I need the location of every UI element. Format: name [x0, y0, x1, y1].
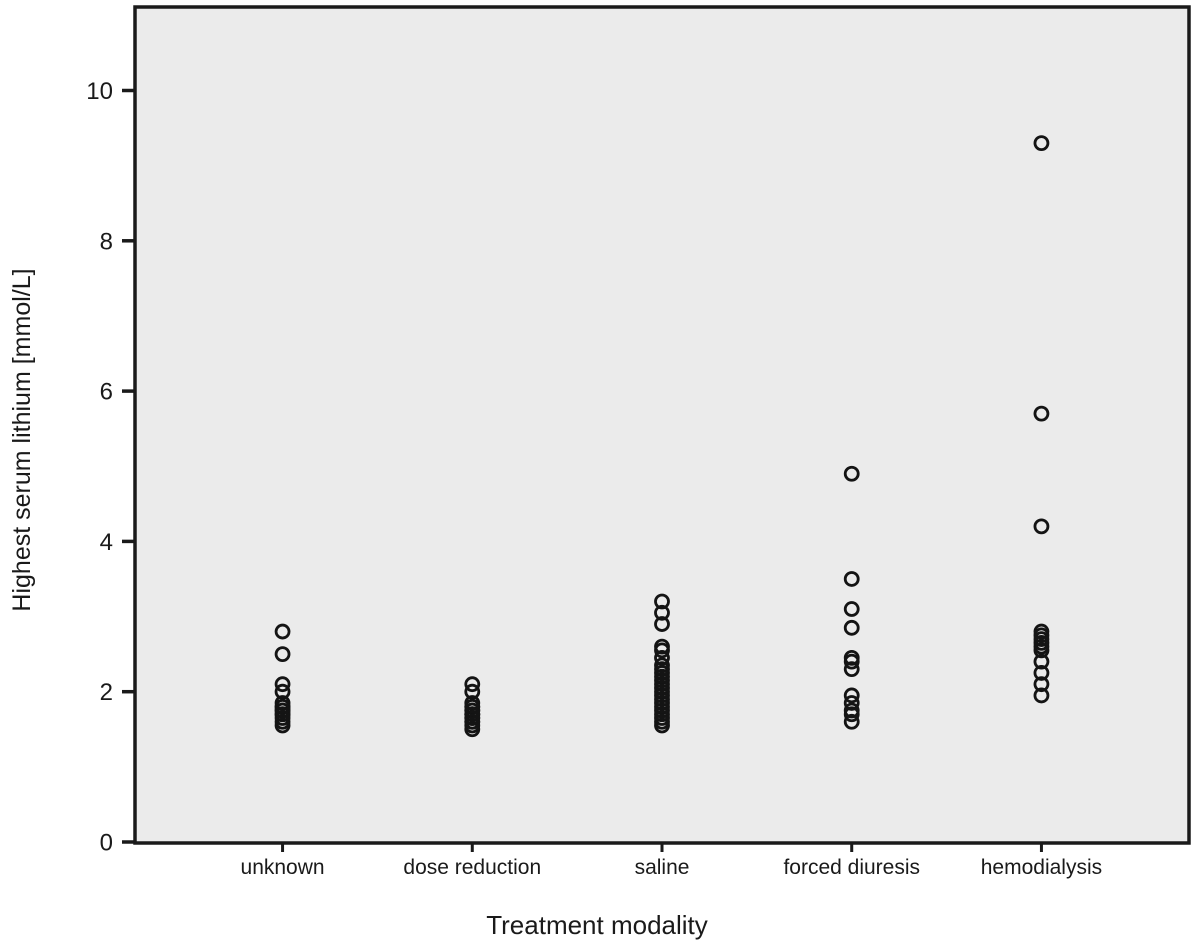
y-axis-ticks: 0 2 4 6 8 10: [86, 78, 135, 857]
y-tick-label: 8: [100, 228, 113, 255]
data-point: [843, 653, 860, 670]
data-point: [464, 676, 481, 693]
data-point: [843, 571, 860, 587]
data-point: [1033, 687, 1050, 704]
data-point: [843, 687, 860, 704]
data-point: [843, 601, 860, 617]
data-point: [843, 706, 860, 723]
data-point: [1033, 676, 1050, 693]
data-point: [843, 713, 860, 730]
y-tick-label: 10: [86, 78, 113, 105]
data-point: [654, 593, 670, 610]
data-point: [843, 695, 860, 711]
y-tick-label: 6: [100, 379, 113, 406]
data-point: [274, 646, 291, 663]
data-point: [464, 683, 481, 700]
data-point: [843, 619, 860, 636]
y-tick-label: 0: [100, 830, 113, 857]
x-tick-label: saline: [635, 856, 690, 879]
data-point: [654, 604, 670, 621]
data-point: [1033, 135, 1050, 152]
data-point: [274, 623, 291, 640]
data-point: [843, 661, 860, 678]
data-point: [654, 649, 670, 666]
data-point: [654, 642, 670, 659]
y-tick-label: 4: [100, 529, 113, 556]
data-point: [654, 717, 670, 734]
x-tick-label: dose reduction: [403, 856, 541, 879]
x-tick-label: forced diuresis: [783, 856, 920, 879]
data-point: [654, 616, 670, 632]
data-point: [274, 717, 291, 734]
data-point: [1033, 665, 1050, 681]
data-point: [1033, 653, 1050, 670]
data-point: [274, 676, 291, 693]
data-point: [1033, 518, 1050, 535]
x-axis-ticks: unknown dose reduction saline forced diures…: [241, 843, 1102, 879]
x-tick-label: unknown: [241, 856, 325, 879]
x-axis-title: Treatment modality: [486, 910, 708, 940]
y-axis-title: Highest serum lithium [mmol/L]: [8, 268, 36, 611]
data-point: [464, 721, 481, 738]
y-tick-label: 2: [100, 679, 113, 706]
data-point: [1033, 405, 1050, 422]
data-points-layer: [274, 135, 1050, 738]
data-point: [274, 683, 291, 700]
x-tick-label: hemodialysis: [981, 856, 1102, 879]
data-point: [843, 465, 860, 482]
data-point: [1033, 642, 1050, 659]
